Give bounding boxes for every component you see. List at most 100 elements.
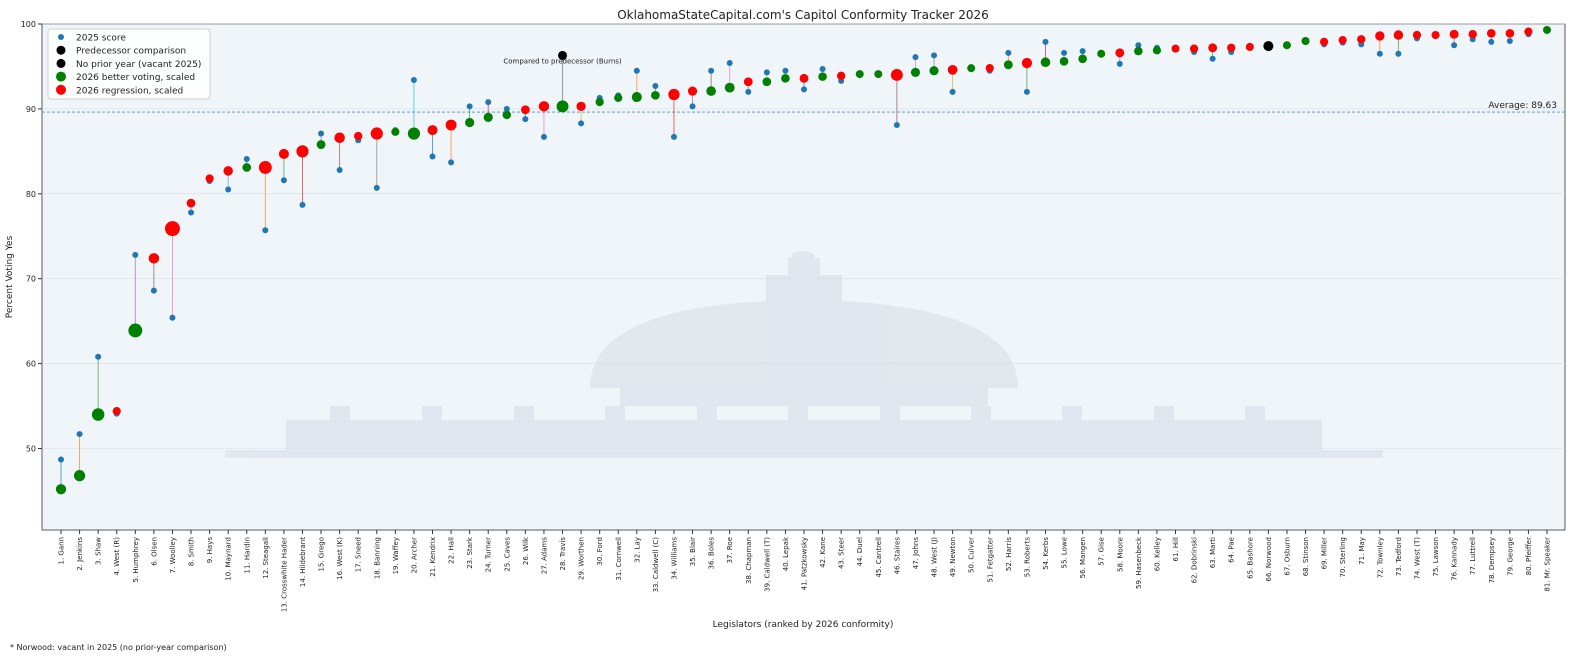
current-point [1413, 31, 1421, 39]
current-point [371, 127, 383, 139]
x-tick-label: 75. Lawson [1432, 537, 1440, 577]
x-tick-label: 41. Patzkowsky [801, 537, 809, 590]
legend-label: Predecessor comparison [76, 47, 186, 57]
current-point [128, 324, 142, 338]
current-point [762, 77, 771, 86]
prior-point [894, 122, 900, 128]
current-point [688, 86, 697, 95]
x-tick-label: 29. Worthen [578, 537, 586, 580]
current-point [948, 65, 958, 75]
x-tick-label: 73. Tedford [1395, 537, 1403, 576]
current-point [242, 163, 251, 172]
prior-point [467, 103, 473, 109]
x-tick-label: 74. West (T) [1413, 537, 1421, 580]
x-tick-label: 2. Jenkins [76, 537, 84, 571]
current-point [279, 149, 289, 159]
x-tick-label: 53. Roberts [1023, 537, 1031, 578]
x-tick-label: 33. Caldwell (C) [652, 537, 660, 593]
x-tick-label: 36. Boles [708, 537, 716, 570]
prior-point [820, 66, 826, 72]
current-point [874, 70, 882, 78]
current-point [1078, 55, 1087, 64]
x-tick-label: 10. Maynard [225, 537, 233, 581]
prior-point [782, 68, 788, 74]
prior-point [1488, 39, 1494, 45]
prior-point [1080, 48, 1086, 54]
current-point [1543, 26, 1551, 34]
x-tick-label: 22. Hall [448, 537, 456, 564]
prior-point [448, 159, 454, 165]
current-point [223, 166, 232, 175]
legend-marker [58, 34, 64, 40]
y-tick-label: 90 [26, 105, 36, 114]
prior-point [188, 209, 194, 215]
current-point [165, 221, 180, 236]
current-point [576, 102, 585, 111]
current-point [1357, 35, 1365, 43]
current-point [113, 407, 121, 415]
legend-marker [56, 85, 66, 95]
prior-point [1024, 89, 1030, 95]
current-point [484, 113, 493, 122]
x-tick-label: 32. Lay [633, 537, 641, 563]
current-point [632, 92, 642, 102]
legend-label: No prior year (vacant 2025) [76, 60, 201, 70]
prior-point [801, 86, 807, 92]
x-tick-label: 77. Luttrell [1469, 537, 1477, 575]
current-point [259, 161, 272, 174]
prior-point [151, 288, 157, 294]
x-tick-label: 66. Norwood [1265, 537, 1273, 582]
x-tick-label: 5. Humphrey [132, 537, 140, 582]
legend-marker [56, 72, 66, 82]
prior-point [411, 77, 417, 83]
x-tick-label: 60. Kelley [1153, 537, 1161, 571]
y-tick-label: 50 [26, 444, 36, 453]
chart: OklahomaStateCapital.com's Capitol Confo… [0, 0, 1570, 658]
current-point [391, 128, 399, 136]
prior-point [634, 68, 640, 74]
prior-point [430, 153, 436, 159]
chart-title: OklahomaStateCapital.com's Capitol Confo… [617, 8, 989, 22]
prior-point [244, 156, 250, 162]
current-point [521, 105, 530, 114]
current-point [465, 118, 474, 127]
prior-point [1507, 38, 1513, 44]
current-point [503, 111, 511, 119]
x-tick-label: 13. Crosswhite Hader [280, 537, 288, 612]
x-tick-label: 43. Steer [838, 537, 846, 569]
x-tick-label: 40. Lepak [782, 536, 790, 571]
footnote: * Norwood: vacant in 2025 (no prior-year… [10, 643, 227, 652]
x-tick-label: 17. Sneed [355, 537, 363, 572]
current-point [1115, 48, 1124, 57]
x-tick-label: 50. Culver [968, 537, 976, 573]
x-tick-label: 37. Roe [726, 537, 734, 564]
x-tick-label: 20. Archer [410, 537, 418, 573]
y-tick-label: 100 [21, 20, 36, 29]
current-point [1506, 29, 1515, 38]
prior-point [225, 187, 231, 193]
x-tick-label: 59. Hasenbeck [1135, 536, 1143, 589]
x-tick-label: 28. Travis [559, 537, 567, 571]
current-point [206, 174, 214, 182]
x-tick-label: 48. West (J) [931, 537, 939, 578]
current-point [1208, 43, 1217, 52]
current-point [911, 68, 920, 77]
x-tick-label: 6. Olsen [150, 537, 158, 566]
legend-label: 2026 better voting, scaled [76, 73, 195, 83]
current-point [1022, 58, 1032, 68]
current-point [929, 66, 938, 75]
current-point [725, 83, 735, 93]
x-tick-label: 34. Williams [670, 537, 678, 580]
x-tick-label: 9. Hays [206, 537, 214, 564]
x-tick-label: 64. Pae [1228, 537, 1236, 563]
prior-point [132, 252, 138, 258]
x-tick-label: 44. Duel [856, 537, 864, 566]
prior-point [1042, 39, 1048, 45]
prior-point [522, 116, 528, 122]
prior-point [1210, 56, 1216, 62]
prior-point [931, 52, 937, 58]
x-tick-label: 69. Miller [1321, 537, 1329, 570]
x-tick-label: 24. Turner [485, 537, 493, 573]
current-point [1394, 30, 1403, 39]
x-tick-label: 61. Hill [1172, 537, 1180, 562]
